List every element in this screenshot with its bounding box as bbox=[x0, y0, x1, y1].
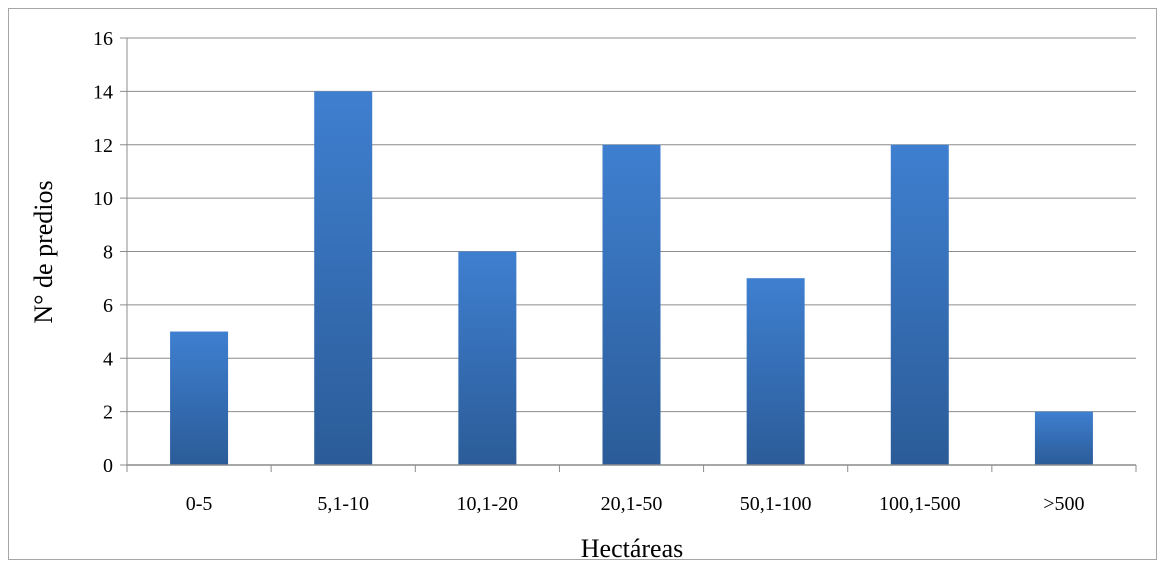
y-tick-label: 10 bbox=[93, 188, 113, 210]
y-tick-label: 2 bbox=[103, 402, 113, 424]
x-tick-label: 100,1-500 bbox=[879, 493, 961, 515]
bar-2 bbox=[314, 91, 373, 465]
y-tick-label: 8 bbox=[103, 242, 113, 264]
axes bbox=[126, 38, 1137, 472]
y-axis-title: N° de predios bbox=[29, 180, 58, 323]
bar-3 bbox=[458, 251, 517, 465]
chart-frame bbox=[8, 8, 1157, 560]
y-tick-label: 16 bbox=[93, 28, 113, 50]
y-tick-label: 4 bbox=[103, 348, 113, 370]
y-tick-label: 0 bbox=[103, 455, 113, 477]
y-tick-labels: 0 2 4 6 8 10 12 14 16 bbox=[93, 28, 113, 477]
x-axis-title: Hectáreas bbox=[581, 534, 683, 563]
x-tick-label: 10,1-20 bbox=[457, 493, 519, 515]
x-tick-labels: 0-5 5,1-10 10,1-20 20,1-50 50,1-100 100,1-500… bbox=[186, 493, 1085, 515]
bar-6 bbox=[890, 144, 949, 465]
bar-1 bbox=[170, 331, 229, 465]
bars bbox=[170, 91, 1093, 465]
x-tick-label: 5,1-10 bbox=[317, 493, 369, 515]
y-tick-label: 12 bbox=[93, 135, 113, 157]
y-tick-label: 6 bbox=[103, 295, 113, 317]
bar-4 bbox=[602, 144, 661, 465]
bar-5 bbox=[746, 278, 805, 465]
x-tick-label: 0-5 bbox=[186, 493, 213, 515]
bar-7 bbox=[1034, 411, 1093, 465]
x-tick-label: 50,1-100 bbox=[740, 493, 812, 515]
x-tick-label: 20,1-50 bbox=[601, 493, 663, 515]
y-tick-label: 14 bbox=[93, 81, 113, 103]
x-tick-label: >500 bbox=[1043, 493, 1084, 515]
